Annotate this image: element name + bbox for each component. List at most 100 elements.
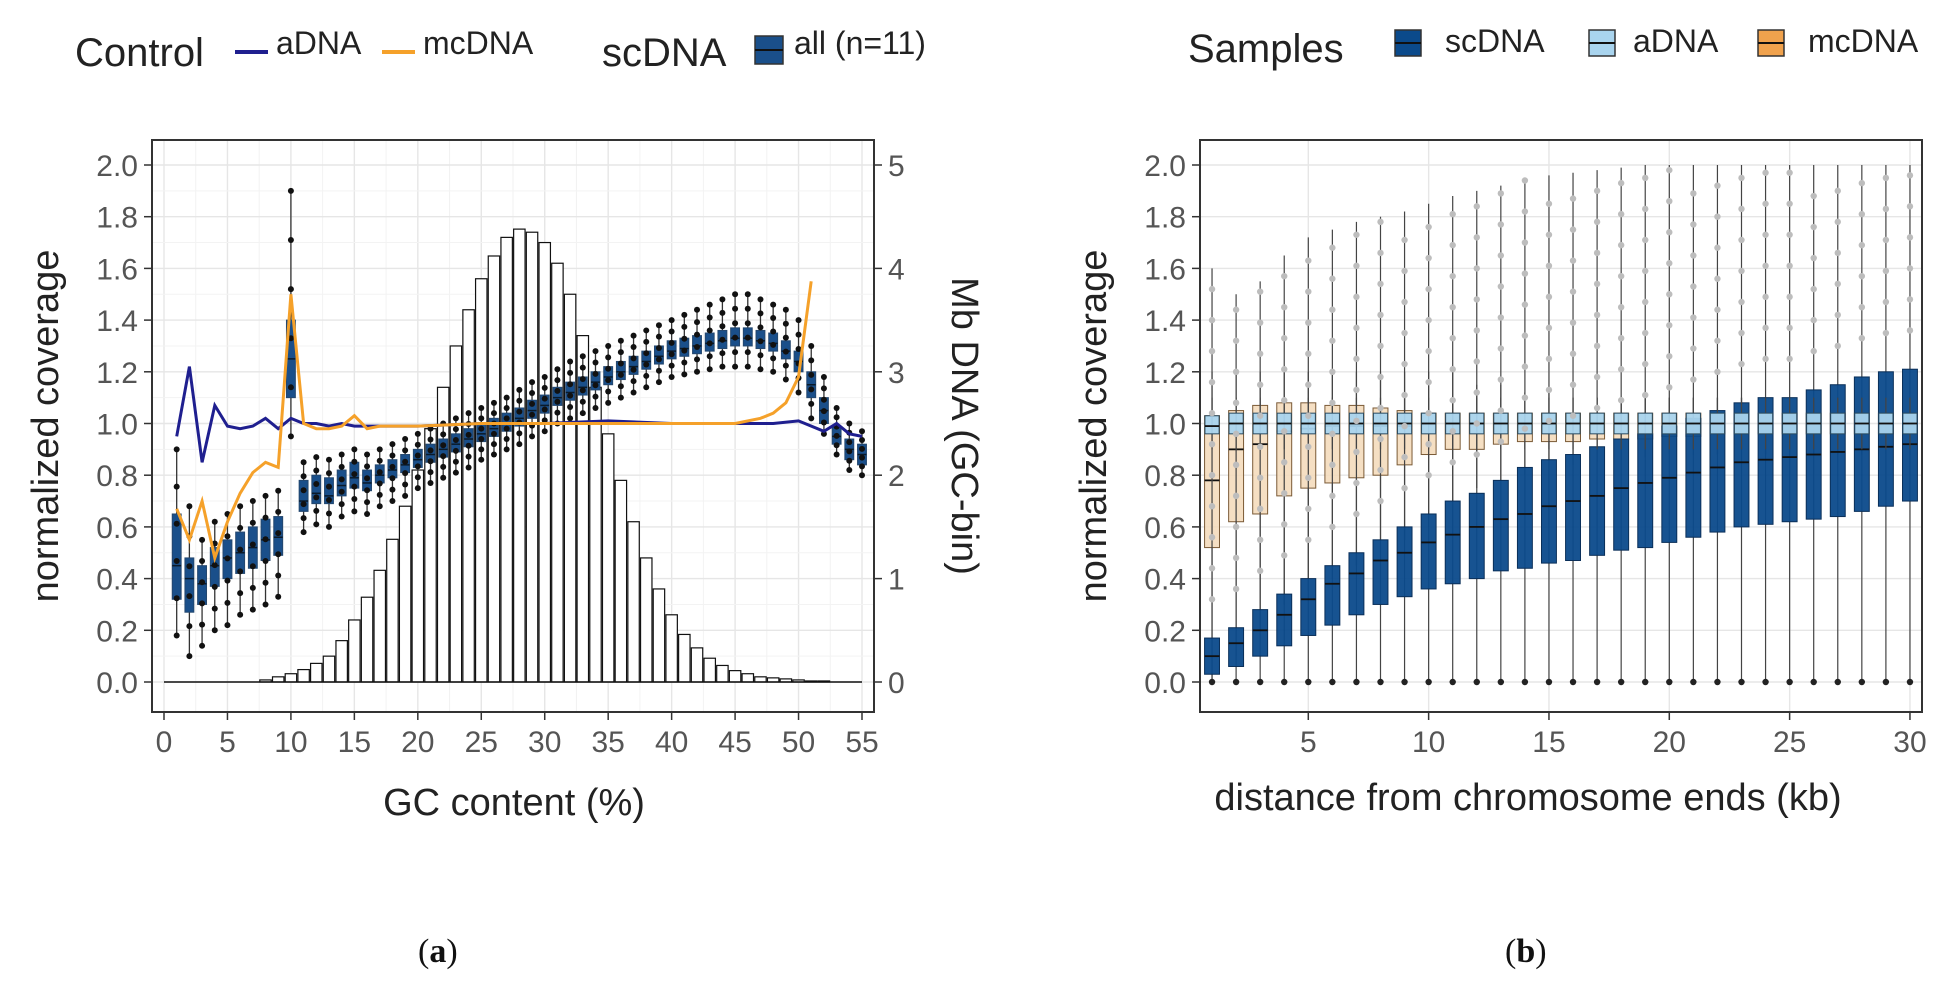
y-tick-label-b: 1.4 xyxy=(1144,305,1186,338)
x-tick-label-a: 30 xyxy=(528,726,561,759)
y-tick-label-a: 0.2 xyxy=(96,615,138,648)
box-point xyxy=(478,446,485,453)
box-point xyxy=(211,518,218,525)
box-point xyxy=(465,410,472,417)
box-point xyxy=(579,410,586,417)
legend-b-mcdna-label: mcDNA xyxy=(1808,23,1919,59)
box-point xyxy=(643,384,650,391)
hist-bar xyxy=(360,596,374,683)
box-point xyxy=(338,476,345,483)
outlier-point xyxy=(1906,265,1914,272)
box-point xyxy=(313,454,320,461)
outlier-point xyxy=(1473,358,1480,365)
outlier-point-zero xyxy=(1281,678,1288,686)
series-line-adna xyxy=(175,366,863,463)
box-point xyxy=(452,415,459,422)
outlier-point xyxy=(1256,443,1264,450)
legend-b-title: Samples xyxy=(1188,27,1344,71)
outlier-point xyxy=(1642,205,1649,213)
hist-bar xyxy=(322,655,336,683)
outlier-point xyxy=(1232,399,1240,407)
outlier-point xyxy=(1545,386,1553,394)
box-point xyxy=(846,439,853,446)
box-point xyxy=(782,348,789,355)
y2-tick-label-a: 0 xyxy=(888,667,905,700)
box-point xyxy=(199,642,206,649)
box-point xyxy=(287,384,294,391)
box-point xyxy=(694,356,701,363)
outlier-point xyxy=(1593,311,1601,319)
outlier-point xyxy=(1545,324,1553,332)
box-point xyxy=(376,503,383,510)
outlier-point xyxy=(1305,350,1312,357)
box-point xyxy=(757,352,764,359)
box-point xyxy=(617,349,624,356)
hist-bar xyxy=(639,557,653,683)
box-point xyxy=(859,463,865,470)
legend-b-adna-label: aDNA xyxy=(1633,23,1719,59)
box-point xyxy=(224,622,231,629)
outlier-point xyxy=(1497,221,1505,228)
x-tick-label-a: 20 xyxy=(401,726,434,759)
outlier-point xyxy=(1353,355,1360,363)
box-point xyxy=(770,341,777,348)
y-tick-label-a: 1.4 xyxy=(96,305,138,338)
outlier-point xyxy=(1834,249,1841,257)
hist-bar xyxy=(741,673,755,683)
outlier-point xyxy=(1858,272,1866,280)
y-axis-label-b: normalized coverage xyxy=(1073,250,1115,603)
box-point xyxy=(224,599,231,606)
outlier-point xyxy=(1617,210,1625,218)
y2-axis-label-a: Mb DNA (GC-bin) xyxy=(943,277,985,575)
outlier-point xyxy=(1569,226,1577,233)
outlier-point xyxy=(1329,368,1336,375)
hist-bar xyxy=(652,588,666,683)
outlier-point xyxy=(1425,347,1432,355)
series-line-mcdna xyxy=(175,281,813,564)
outlier-point xyxy=(1786,355,1793,363)
box-point xyxy=(541,373,548,380)
x-tick-label-a: 50 xyxy=(782,726,815,759)
box-point xyxy=(275,508,282,515)
outlier-point xyxy=(1786,324,1793,332)
outlier-point xyxy=(1377,249,1384,257)
box-point xyxy=(630,389,637,396)
outlier-point xyxy=(1762,324,1769,332)
box-point xyxy=(414,452,421,459)
box-point xyxy=(452,447,459,454)
outlier-point xyxy=(1425,316,1432,324)
box-point xyxy=(681,371,688,378)
caption-a: (a) xyxy=(418,933,458,970)
box-body xyxy=(336,469,347,497)
outlier-point xyxy=(1786,169,1793,176)
outlier-point xyxy=(1497,283,1505,290)
box-body-scdna xyxy=(1541,459,1557,564)
box-point xyxy=(186,563,193,570)
x-tick-label-a: 35 xyxy=(591,726,624,759)
outlier-point xyxy=(1666,229,1673,236)
box-point xyxy=(833,404,840,411)
box-point xyxy=(262,579,269,586)
box-point xyxy=(554,409,561,416)
outlier-point xyxy=(1281,303,1288,311)
box-point xyxy=(237,524,244,531)
outlier-point xyxy=(1593,404,1601,412)
outlier-point xyxy=(1329,430,1336,438)
outlier-point xyxy=(1545,262,1553,270)
box-point xyxy=(262,492,269,499)
box-point xyxy=(440,431,447,438)
box-point xyxy=(389,452,396,459)
outlier-point xyxy=(1834,218,1841,226)
box-point xyxy=(757,338,764,345)
outlier-point xyxy=(1762,293,1769,301)
box-point xyxy=(782,376,789,383)
outlier-point xyxy=(1473,296,1480,303)
hist-bar xyxy=(487,255,501,683)
box-body-scdna xyxy=(1396,526,1413,598)
box-point xyxy=(237,568,244,575)
outlier-point xyxy=(1786,231,1793,238)
box-point xyxy=(808,371,815,378)
outlier-point xyxy=(1208,503,1216,510)
x-axis-ticks-b: 5 10 15 20 25 30 xyxy=(1300,712,1927,759)
